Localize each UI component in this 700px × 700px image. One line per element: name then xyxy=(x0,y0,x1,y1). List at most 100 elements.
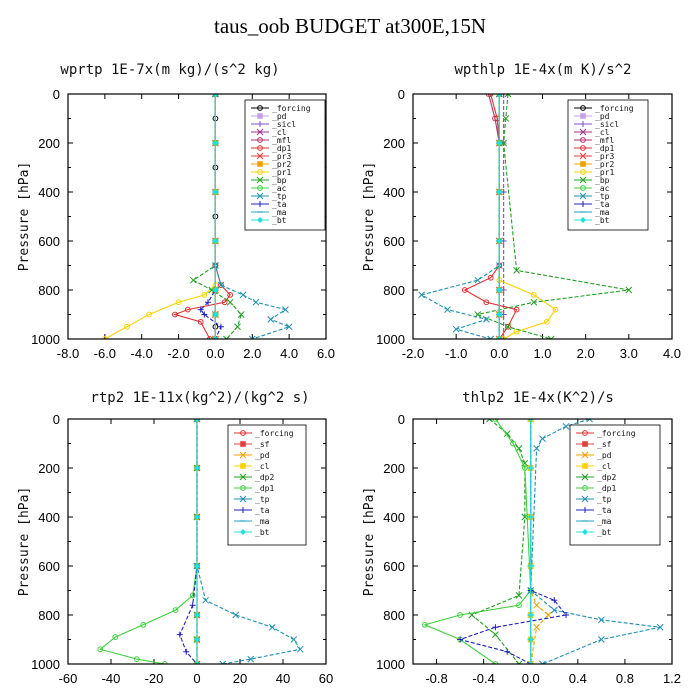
legend-marker xyxy=(580,145,586,151)
legend-label: _ma xyxy=(595,208,610,217)
y-axis-label: Pressure [hPa] xyxy=(17,487,32,597)
legend-marker xyxy=(256,192,264,200)
data-point xyxy=(194,419,200,422)
legend-marker xyxy=(257,201,263,207)
x-tick-label: -4.0 xyxy=(131,346,153,361)
data-point xyxy=(97,646,104,653)
legend-marker xyxy=(582,430,588,436)
data-point xyxy=(227,292,234,298)
legend-marker xyxy=(256,176,264,184)
series-line-pd xyxy=(530,419,550,664)
data-point xyxy=(496,287,503,293)
data-point xyxy=(496,94,503,97)
x-tick-label: 0.0 xyxy=(522,671,540,686)
legend-marker xyxy=(257,185,263,191)
legend-label: _dp1 xyxy=(597,484,616,493)
legend-marker xyxy=(257,137,263,143)
y-tick-label: 1000 xyxy=(31,657,60,672)
data-point xyxy=(496,140,503,146)
data-point xyxy=(515,660,523,664)
series-line-tp xyxy=(530,419,661,664)
panel-title: rtp2 1E-11x(kg^2)/(kg^2 s) xyxy=(90,390,309,406)
legend-label: _tp xyxy=(272,192,287,201)
x-tick-label: -20 xyxy=(145,671,164,686)
data-point xyxy=(483,299,490,306)
legend-label: _dp1 xyxy=(255,484,274,493)
legend-marker xyxy=(581,473,589,481)
data-point xyxy=(598,616,605,624)
data-point xyxy=(598,636,605,643)
legend-label: _bp xyxy=(272,176,287,185)
legend-label: _pd xyxy=(597,451,612,460)
data-point xyxy=(521,465,528,471)
legend-marker xyxy=(581,495,589,503)
legend-marker xyxy=(257,145,263,151)
legend: _forcing_pd_sicl_cl_mfl_dp1_pr3_pr2_pr1_… xyxy=(567,99,649,231)
legend-marker xyxy=(240,430,246,436)
data-point xyxy=(124,323,130,330)
x-tick-label: 20 xyxy=(233,671,247,686)
legend-marker xyxy=(240,529,246,535)
legend-marker xyxy=(580,121,586,127)
plot-frame xyxy=(67,418,327,665)
legend-marker xyxy=(256,128,264,136)
data-point xyxy=(101,336,108,339)
data-point xyxy=(444,306,451,313)
panel-title: thlp2 1E-4x(K^2)/s xyxy=(462,390,614,406)
data-point xyxy=(202,596,209,604)
data-point xyxy=(492,631,499,638)
page-title: taus_oob BUDGET at300E,15N xyxy=(213,14,486,38)
x-tick-label: 1.2 xyxy=(663,671,681,686)
data-point xyxy=(418,291,425,299)
data-point xyxy=(212,189,219,195)
data-point xyxy=(516,602,522,609)
legend-label: _pd xyxy=(255,451,270,460)
legend-label: _pr1 xyxy=(272,168,291,177)
legend-marker xyxy=(240,441,246,447)
data-point xyxy=(625,286,633,294)
data-point xyxy=(189,602,196,609)
legend-label: _dp1 xyxy=(595,144,614,153)
x-tick-label: -2.0 xyxy=(402,346,424,361)
data-point xyxy=(194,465,200,471)
legend-label: _sf xyxy=(597,440,612,449)
data-point xyxy=(194,661,200,664)
data-point xyxy=(527,465,534,471)
plot-frame xyxy=(67,93,327,340)
legend-label: _pr2 xyxy=(272,160,291,169)
data-point xyxy=(539,435,546,442)
data-point xyxy=(252,298,260,306)
legend-label: _tp xyxy=(595,192,610,201)
y-tick-label: 0 xyxy=(398,412,405,427)
data-point xyxy=(500,336,507,339)
data-point xyxy=(510,440,516,447)
legend-label: _bt xyxy=(595,216,610,225)
y-tick-label: 600 xyxy=(38,559,60,574)
legend-marker xyxy=(239,473,247,481)
data-point xyxy=(189,592,196,599)
plot-area xyxy=(97,419,304,664)
legend-label: _forcing xyxy=(272,104,311,113)
data-point xyxy=(505,323,511,330)
data-point xyxy=(201,311,208,318)
legend-marker xyxy=(580,161,586,167)
x-tick-label: -40 xyxy=(102,671,121,686)
x-tick-label: 1.0 xyxy=(533,346,551,361)
data-point xyxy=(193,419,201,423)
series-line-bp xyxy=(192,94,242,339)
legend-label: _ma xyxy=(597,517,612,526)
data-point xyxy=(267,316,275,323)
legend-label: _dp2 xyxy=(255,473,274,482)
data-point xyxy=(112,634,119,640)
x-tick-label: 0.0 xyxy=(490,346,508,361)
legend-label: _ta xyxy=(272,200,287,209)
data-point xyxy=(551,597,558,604)
data-point xyxy=(504,648,511,655)
data-point xyxy=(175,299,182,306)
legend-label: _ac xyxy=(595,184,610,193)
legend-label: _ma xyxy=(255,517,270,526)
legend-label: _cl xyxy=(597,462,612,471)
data-point xyxy=(513,267,520,274)
legend-label: _sicl xyxy=(272,120,296,129)
